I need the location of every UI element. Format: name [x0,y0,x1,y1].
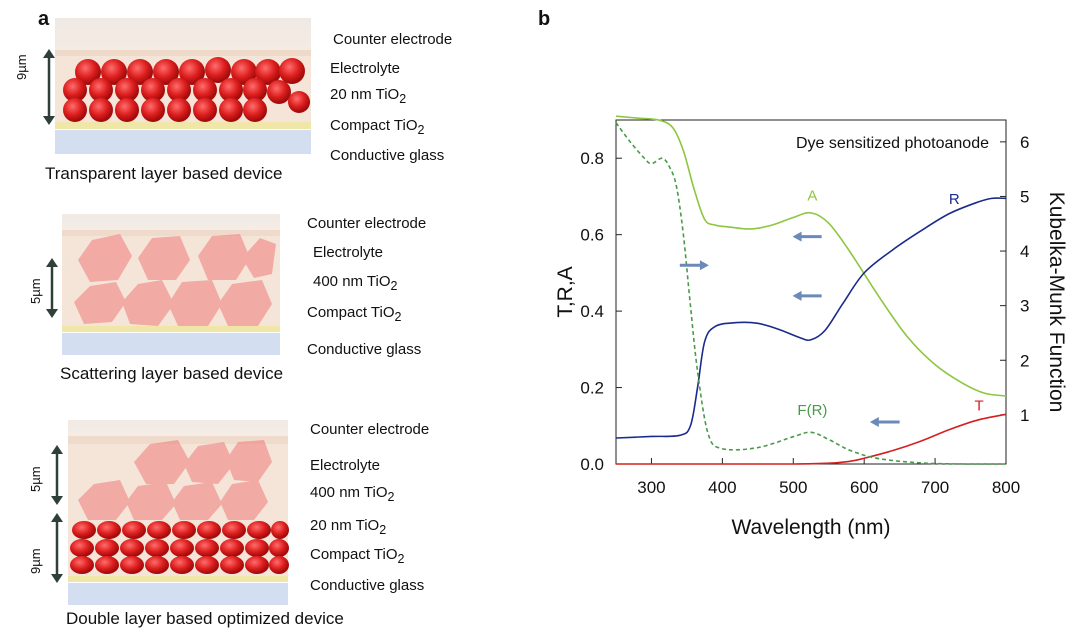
thickness-arrow [43,49,55,125]
conductive-glass-layer [68,583,288,605]
y2-tick-label: 5 [1020,187,1029,206]
x-tick-label: 400 [708,478,736,497]
thickness-arrow [51,513,63,583]
nanoparticle-spheres [70,521,289,574]
conductive-glass-layer [55,130,311,154]
label-conductive-glass: Conductive glass [310,577,425,594]
label-counter-electrode: Counter electrode [333,31,453,48]
thickness-label: 9µm [14,54,29,80]
label-electrolyte: Electrolyte [313,244,384,261]
x-axis-title: Wavelength (nm) [731,516,890,539]
x-tick-label: 800 [992,478,1020,497]
device-caption: Double layer based optimized device [66,609,344,628]
label-conductive-glass: Conductive glass [307,341,422,358]
series-label: A [807,187,817,204]
label-electrolyte: Electrolyte [310,457,381,474]
series-line-r [615,197,1007,439]
thickness-label: 5µm [28,278,43,304]
counter-electrode-layer [62,214,280,236]
panel-b-letter: b [538,8,551,30]
label-conductive-glass: Conductive glass [330,147,445,164]
conductive-glass-layer [62,333,280,355]
x-tick-label: 500 [779,478,807,497]
thickness-label: 9µm [28,548,43,574]
optical-spectra-chart: 300 400 500 600 700 800 0.0 0.2 0.4 0.6 0.8 1 2 3 4 5 6 W… [554,115,1068,539]
y-tick-label: 0.2 [580,379,604,398]
scattering-particles [78,440,272,520]
label-tio2-20nm: 20 nm TiO2 [310,517,387,537]
y2-axis-title: Kubelka-Munk Function [1045,192,1068,413]
axis-indicator-arrowhead [699,260,709,271]
label-counter-electrode: Counter electrode [310,421,430,438]
thickness-arrow [51,445,63,505]
x-tick-label: 700 [921,478,949,497]
panel-a-letter: a [38,8,50,30]
y2-tick-label: 3 [1020,297,1029,316]
series-label: F(R) [797,402,827,419]
label-electrolyte: Electrolyte [330,60,401,77]
compact-tio2-layer [62,326,280,332]
chart-title: Dye sensitized photoanode [796,135,989,152]
axis-indicator-arrowhead [869,416,879,427]
label-compact-tio2: Compact TiO2 [307,304,402,324]
label-tio2-20nm: 20 nm TiO2 [330,86,407,106]
x-tick-label: 600 [850,478,878,497]
y-tick-label: 0.8 [580,149,604,168]
thickness-arrow [46,258,58,318]
label-compact-tio2: Compact TiO2 [330,117,425,137]
y-axis-title: T,R,A [554,266,577,317]
counter-electrode-layer [55,18,311,56]
series-label: R [949,191,960,208]
label-tio2-400nm: 400 nm TiO2 [313,273,398,293]
compact-tio2-layer [55,122,311,129]
series-line-t [615,413,1007,465]
nanoparticle-spheres [63,57,310,122]
y2-tick-label: 4 [1020,242,1029,261]
series-line-fr [615,122,1007,465]
label-tio2-400nm: 400 nm TiO2 [310,484,395,504]
scattering-particles [74,234,276,326]
thickness-label: 5µm [28,466,43,492]
x-tick-label: 300 [637,478,665,497]
y-tick-label: 0.0 [580,455,604,474]
y2-tick-label: 1 [1020,406,1029,425]
label-compact-tio2: Compact TiO2 [310,546,405,566]
device-caption: Transparent layer based device [45,164,283,183]
axis-indicator-arrowhead [792,290,802,301]
y-tick-label: 0.6 [580,226,604,245]
label-counter-electrode: Counter electrode [307,215,427,232]
y-tick-label: 0.4 [580,302,604,321]
compact-tio2-layer [68,576,288,582]
series-label: T [974,397,983,414]
series-line-a [615,115,1007,397]
y2-tick-label: 2 [1020,351,1029,370]
axis-indicator-arrowhead [792,231,802,242]
y2-tick-label: 6 [1020,133,1029,152]
device-caption: Scattering layer based device [60,364,284,383]
